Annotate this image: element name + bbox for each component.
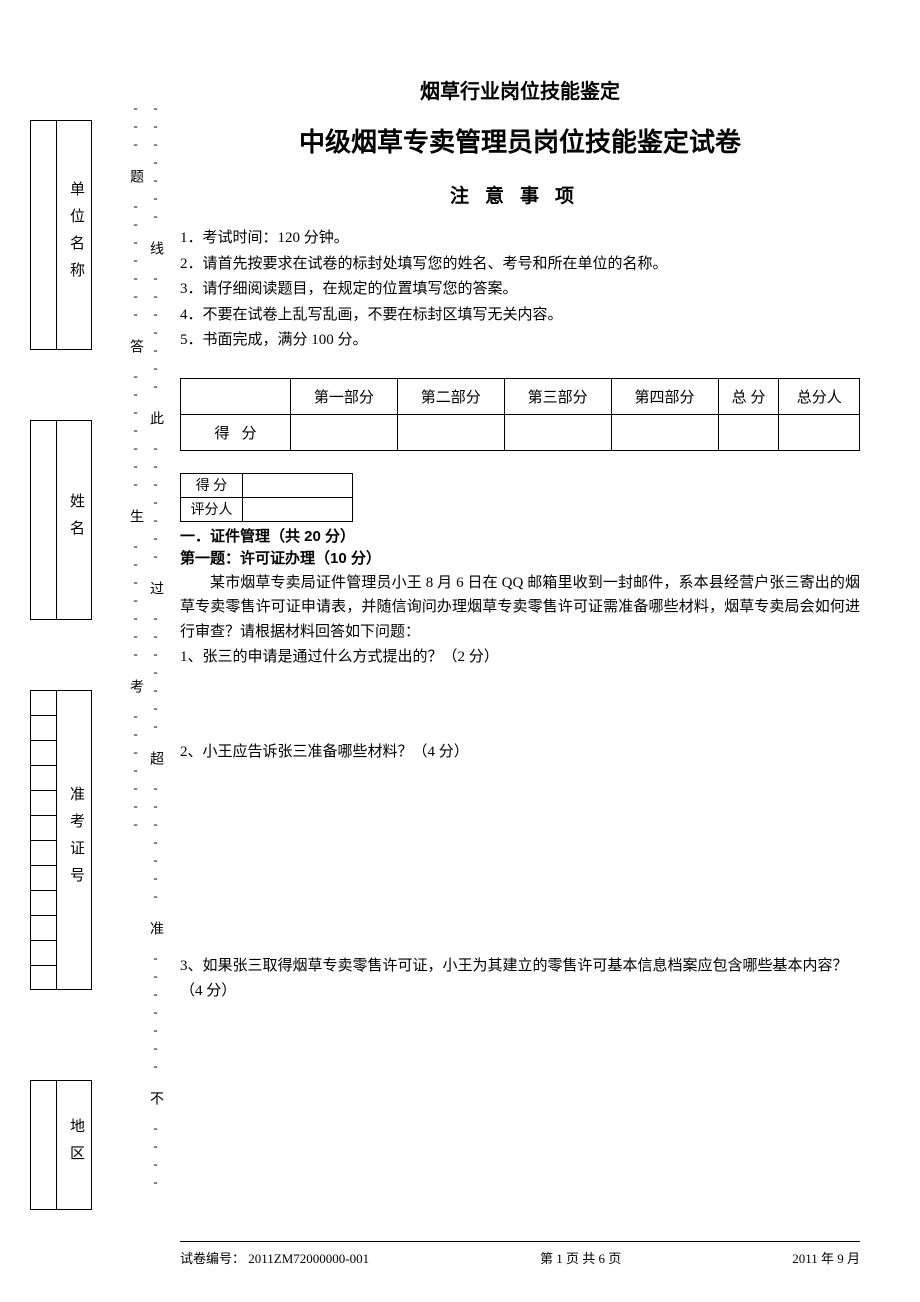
mini-label: 得 分	[181, 473, 243, 497]
cutline-char: 题	[128, 169, 143, 183]
dash: -------	[148, 270, 163, 396]
instructions-block: 1．考试时间：120 分钟。 2．请首先按要求在试卷的标封处填写您的姓名、考号和…	[180, 226, 860, 354]
row-label: 得分	[181, 414, 291, 450]
col-header: 总 分	[718, 378, 779, 414]
footer-left: 试卷编号： 2011ZM72000000-001	[180, 1248, 369, 1267]
cut-line: ------- 线 ------- 此 ------- 过 ------- 超 …	[125, 100, 145, 1200]
score-table: 第一部分 第二部分 第三部分 第四部分 总 分 总分人 得分	[180, 378, 860, 451]
field-label: 地区	[63, 1118, 87, 1172]
notice-header: 注意事项	[180, 181, 860, 208]
col-header: 第三部分	[504, 378, 611, 414]
field-name: 姓名	[30, 420, 92, 620]
cutline-char: 过	[148, 581, 163, 595]
cutline-char: 超	[148, 751, 163, 765]
field-region: 地区	[30, 1080, 92, 1210]
field-exam-id: 准考证号	[30, 690, 92, 990]
table-row: 得 分	[181, 473, 353, 497]
footer-center: 第 1 页 共 6 页	[540, 1248, 621, 1267]
cutline-char: 生	[128, 509, 143, 523]
col-header: 总分人	[779, 378, 860, 414]
dash: -------	[148, 950, 163, 1076]
mini-score-table: 得 分 评分人	[180, 473, 353, 522]
instruction-item: 2．请首先按要求在试卷的标封处填写您的姓名、考号和所在单位的名称。	[180, 252, 860, 278]
cutline-char: 考	[128, 679, 143, 693]
dash: -------	[128, 368, 143, 494]
dash: -------	[148, 100, 163, 226]
cutline-char: 答	[128, 339, 143, 353]
table-row: 得分	[181, 414, 860, 450]
sub-question: 1、张三的申请是通过什么方式提出的？（2 分）	[180, 645, 860, 670]
dash: -------	[128, 198, 143, 324]
table-row: 第一部分 第二部分 第三部分 第四部分 总 分 总分人	[181, 378, 860, 414]
col-header: 第四部分	[611, 378, 718, 414]
instruction-item: 3．请仔细阅读题目，在规定的位置填写您的答案。	[180, 277, 860, 303]
scenario-text: 某市烟草专卖局证件管理员小王 8 月 6 日在 QQ 邮箱里收到一封邮件，系本县…	[180, 571, 860, 645]
sub-question: 3、如果张三取得烟草专卖零售许可证，小王为其建立的零售许可基本信息档案应包含哪些…	[180, 954, 860, 1004]
col-header: 第一部分	[291, 378, 398, 414]
mini-label: 评分人	[181, 497, 243, 521]
field-label: 准考证号	[63, 786, 87, 894]
dash: -------	[128, 538, 143, 664]
dash: -------	[128, 708, 143, 834]
dash: -------	[148, 610, 163, 736]
instruction-item: 5．书面完成，满分 100 分。	[180, 328, 860, 354]
field-unit-name: 单位名称	[30, 120, 92, 350]
cutline-char: 准	[148, 921, 163, 935]
field-label: 姓名	[63, 493, 87, 547]
instruction-item: 1．考试时间：120 分钟。	[180, 226, 860, 252]
field-label: 单位名称	[63, 181, 87, 289]
main-title: 中级烟草专卖管理员岗位技能鉴定试卷	[180, 122, 860, 159]
cutline-char: 线	[148, 241, 163, 255]
table-row: 评分人	[181, 497, 353, 521]
instruction-item: 4．不要在试卷上乱写乱画，不要在标封区填写无关内容。	[180, 303, 860, 329]
footer-right: 2011 年 9 月	[792, 1248, 860, 1267]
section-heading: 一．证件管理（共 20 分）	[180, 526, 860, 549]
cutline-char: 此	[148, 411, 163, 425]
dash: -------	[148, 440, 163, 566]
binding-sidebar: 单位名称 姓名 准考证号 地区	[30, 120, 100, 1200]
main-content: 烟草行业岗位技能鉴定 中级烟草专卖管理员岗位技能鉴定试卷 注意事项 1．考试时间…	[180, 75, 860, 1004]
cutline-char: 不	[148, 1091, 163, 1105]
supertitle: 烟草行业岗位技能鉴定	[180, 75, 860, 104]
col-header: 第二部分	[397, 378, 504, 414]
dash: -------	[148, 780, 163, 906]
sub-question: 2、小王应告诉张三准备哪些材料？（4 分）	[180, 740, 860, 765]
question-title: 第一题：许可证办理（10 分）	[180, 548, 860, 571]
page-footer: 试卷编号： 2011ZM72000000-001 第 1 页 共 6 页 201…	[180, 1241, 860, 1267]
